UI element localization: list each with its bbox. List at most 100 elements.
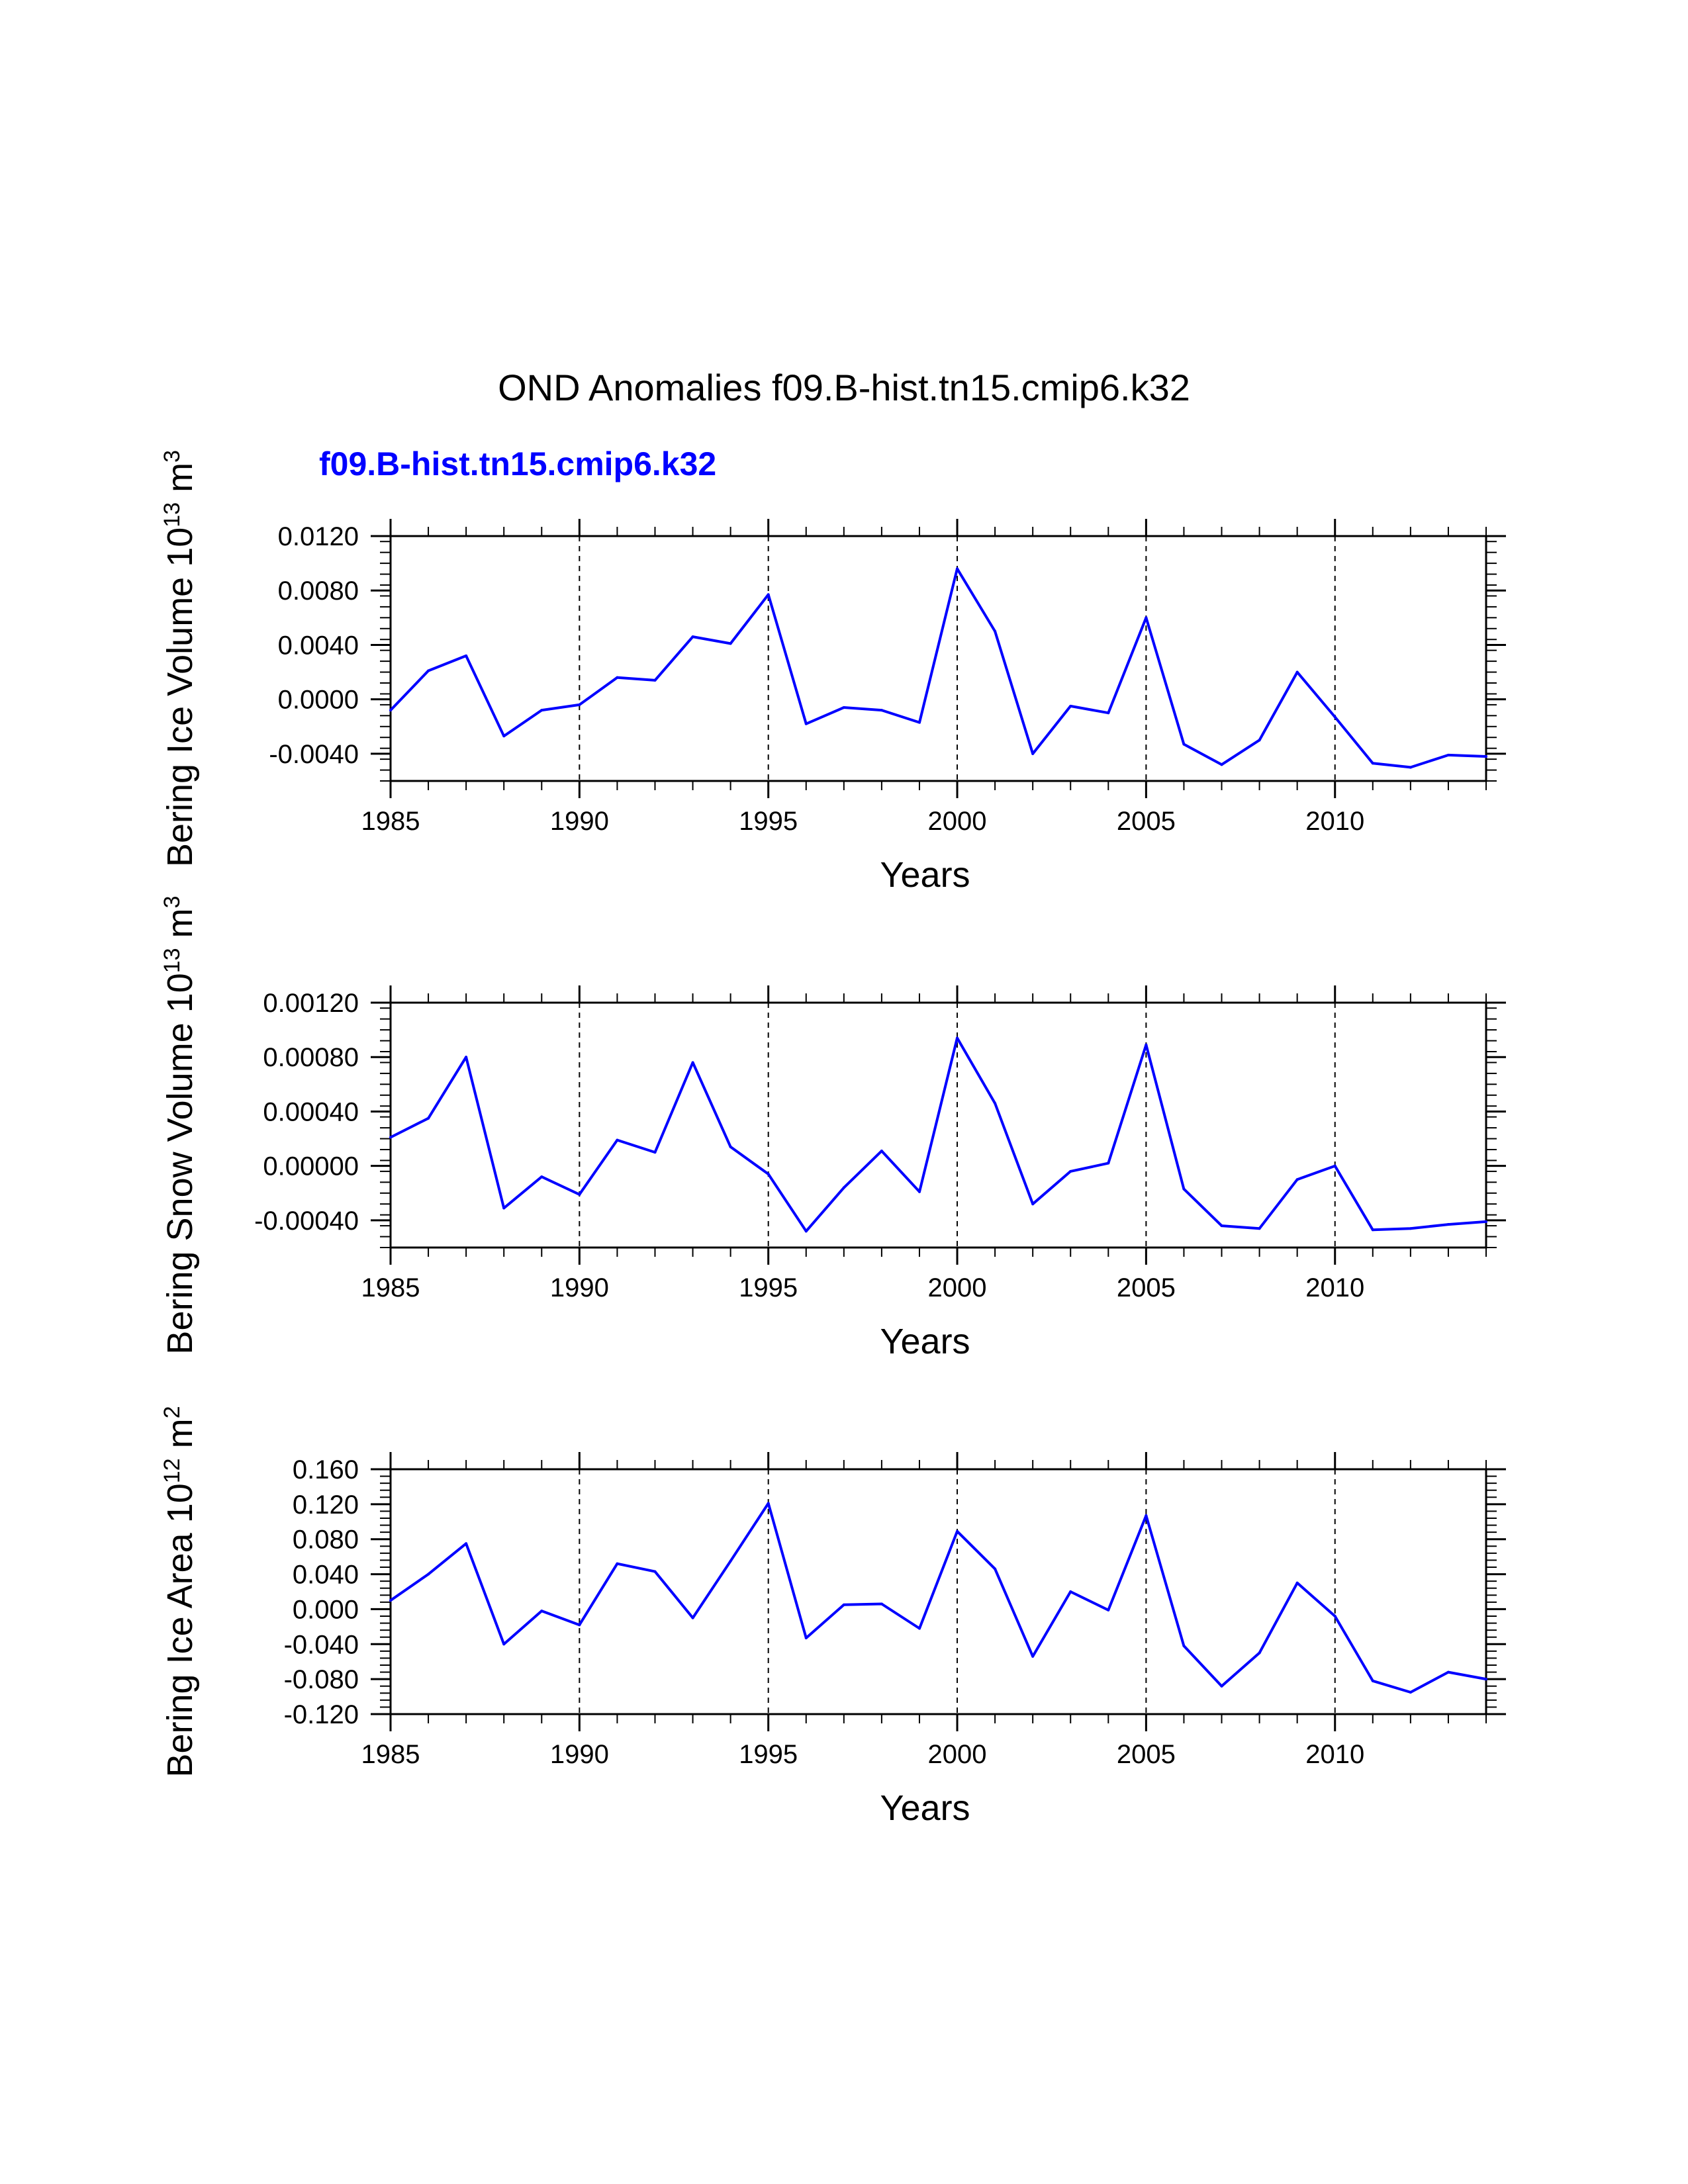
y-tick-label: 0.160 <box>293 1455 359 1484</box>
y-axis-title-part: Bering Ice Volume 10 <box>160 527 200 867</box>
data-point <box>917 1627 921 1630</box>
x-tick-label: 2000 <box>928 1740 987 1769</box>
data-point <box>1145 616 1148 619</box>
data-point <box>880 709 883 712</box>
data-point <box>427 1116 430 1120</box>
data-point <box>767 1502 770 1505</box>
data-point <box>1485 755 1487 758</box>
panel-1: 1985 1990 1995 2000 2005 2010 -0.0040 0.0000 0.0… <box>160 450 1506 895</box>
series-subtitle: f09.B-hist.tn15.cmip6.k32 <box>319 445 716 482</box>
data-point <box>1220 763 1223 766</box>
x-tick-label: 2000 <box>928 807 987 836</box>
data-point <box>1145 1043 1148 1046</box>
x-tick-label: 2005 <box>1117 807 1176 836</box>
plot-frame <box>389 1001 1487 1249</box>
data-point <box>994 1102 997 1105</box>
y-axis-title-exponent: 3 <box>160 895 185 908</box>
y-tick-label: -0.040 <box>284 1630 359 1659</box>
data-point <box>917 721 921 724</box>
chart-title: OND Anomalies f09.B-hist.tn15.cmip6.k32 <box>498 367 1190 408</box>
data-point <box>804 1230 808 1233</box>
x-tick-label: 2010 <box>1305 1273 1364 1302</box>
data-point <box>1182 1644 1186 1647</box>
data-point <box>1485 1678 1487 1681</box>
x-tick-label: 2005 <box>1117 1740 1176 1769</box>
data-point <box>956 1529 959 1533</box>
y-tick-label: 0.0120 <box>278 522 359 551</box>
data-point <box>1107 711 1110 715</box>
data-point <box>1333 1164 1336 1167</box>
x-tick-label: 2010 <box>1305 807 1364 836</box>
data-point <box>880 1602 883 1606</box>
data-point <box>917 1190 921 1193</box>
x-tick-label: 1985 <box>361 1273 420 1302</box>
x-tick-label: 1995 <box>739 807 798 836</box>
x-axis-title: Years <box>880 1788 970 1828</box>
data-point <box>1258 1651 1261 1655</box>
data-point <box>1295 670 1299 674</box>
data-point <box>842 706 845 709</box>
data-point <box>1182 1187 1186 1191</box>
y-axis-title-exponent: 3 <box>160 450 185 463</box>
data-point <box>767 593 770 596</box>
y-tick-label: -0.080 <box>284 1665 359 1694</box>
data-point <box>1031 1203 1035 1206</box>
series-line <box>389 567 1487 769</box>
data-point <box>1446 1223 1450 1226</box>
data-point <box>1371 1228 1374 1232</box>
data-point <box>691 1061 694 1064</box>
x-tick-label: 1990 <box>550 807 609 836</box>
data-point <box>691 635 694 639</box>
series-line <box>389 1502 1487 1694</box>
y-axis-title-part: m <box>160 463 200 502</box>
data-point <box>465 1542 468 1545</box>
y-tick-label: -0.00040 <box>254 1206 359 1236</box>
data-point <box>502 735 506 738</box>
data-point <box>653 1151 657 1154</box>
data-point <box>880 1150 883 1153</box>
data-point <box>1409 766 1412 769</box>
data-point <box>616 1138 619 1142</box>
data-point <box>804 1637 808 1640</box>
y-tick-label: 0.000 <box>293 1595 359 1624</box>
y-tick-label: 0.0000 <box>278 686 359 715</box>
y-tick-label: 0.00040 <box>263 1097 359 1126</box>
data-point <box>653 1570 657 1573</box>
data-point <box>389 1599 392 1602</box>
data-point <box>1409 1690 1412 1694</box>
x-tick-label: 2000 <box>928 1273 987 1302</box>
plot-frame <box>389 535 1487 782</box>
plot-frame <box>389 1468 1487 1715</box>
data-point <box>578 703 581 706</box>
data-point <box>540 1175 543 1179</box>
data-point <box>729 1559 732 1563</box>
x-tick-label: 2005 <box>1117 1273 1176 1302</box>
y-axis-title-part: m <box>160 908 200 948</box>
data-point <box>427 669 430 672</box>
data-point <box>1220 1224 1223 1228</box>
data-point <box>842 1603 845 1606</box>
data-point <box>1107 1161 1110 1165</box>
data-point <box>540 709 543 712</box>
data-point <box>1409 1227 1412 1230</box>
y-axis-title-part: Bering Ice Area 10 <box>160 1483 200 1777</box>
x-tick-label: 1995 <box>739 1273 798 1302</box>
data-point <box>994 1567 997 1570</box>
data-point <box>767 1173 770 1175</box>
data-point <box>389 709 392 712</box>
x-tick-label: 1990 <box>550 1273 609 1302</box>
y-axis-title-exponent: 13 <box>160 502 185 527</box>
data-point <box>578 1623 581 1627</box>
data-point <box>389 1136 392 1139</box>
data-point <box>1371 1679 1374 1682</box>
data-point <box>729 1145 732 1148</box>
panels: 1985 1990 1995 2000 2005 2010 -0.0040 0.0000 0.0… <box>160 450 1506 1828</box>
y-tick-label: 0.040 <box>293 1561 359 1590</box>
data-point <box>956 1036 959 1040</box>
panel-3: 1985 1990 1995 2000 2005 2010 -0.120 -0.080 -0.0… <box>160 1406 1506 1828</box>
x-tick-label: 1985 <box>361 1740 420 1769</box>
data-point <box>1107 1608 1110 1612</box>
data-point <box>1182 743 1186 746</box>
data-point <box>540 1610 543 1613</box>
data-point <box>1069 1590 1072 1593</box>
